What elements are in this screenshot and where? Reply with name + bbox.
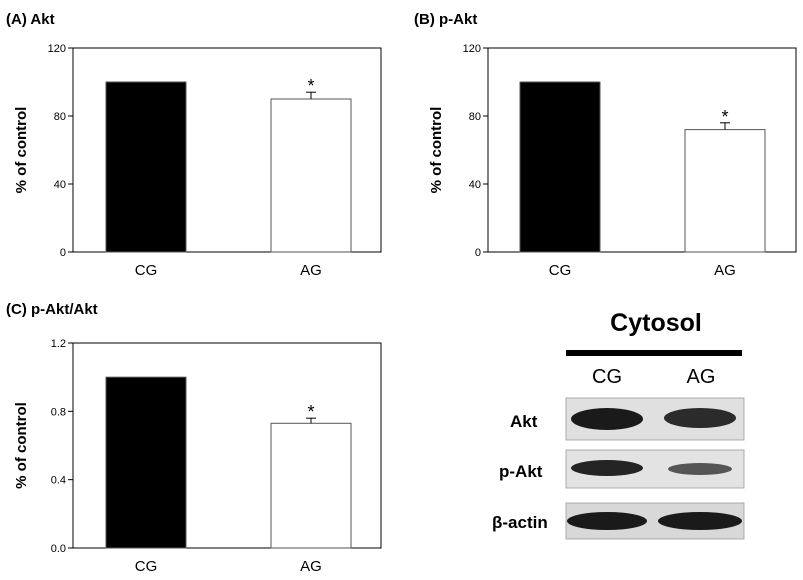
plot-frame <box>72 47 382 253</box>
bar-ag <box>270 422 352 549</box>
bar-cg <box>519 81 601 253</box>
significance-marker: * <box>307 76 314 96</box>
chart-panel-akt: (A) Akt 0 40 80 120 % of control CG * AG <box>6 11 382 279</box>
bar-ag <box>270 98 352 253</box>
blot-band <box>664 408 736 428</box>
blot-strip-p-akt <box>565 449 745 489</box>
y-tick-label: 40 <box>54 179 66 191</box>
y-tick-label: 80 <box>469 111 481 123</box>
blot-band <box>668 463 732 475</box>
significance-marker: * <box>721 107 728 127</box>
y-tick-label: 80 <box>54 111 66 123</box>
panel-label: (C) p-Akt/Akt <box>6 301 98 318</box>
plot-frame <box>487 47 797 253</box>
western-blot: Cytosol CG AG Akt p-Akt β-actin <box>492 309 745 540</box>
bar-cg <box>105 376 187 549</box>
y-axis-label: % of control <box>428 107 445 194</box>
y-tick-label: 0.0 <box>51 543 66 555</box>
x-category-label: CG <box>549 262 572 279</box>
blot-lane-label: CG <box>592 366 622 388</box>
blot-band <box>567 512 647 530</box>
significance-marker: * <box>307 402 314 422</box>
y-tick-label: 1.2 <box>51 338 66 350</box>
blot-row-label: Akt <box>510 412 538 431</box>
blot-row-label: p-Akt <box>499 462 543 481</box>
y-tick-label: 0 <box>475 247 481 259</box>
chart-panel-p-akt-ratio: (C) p-Akt/Akt 0.0 0.4 0.8 1.2 % of control CG… <box>6 301 382 575</box>
y-tick-label: 120 <box>48 43 66 55</box>
bar-ag <box>684 129 766 253</box>
blot-title: Cytosol <box>610 309 702 337</box>
x-category-label: AG <box>714 262 736 279</box>
y-tick-label: 120 <box>463 43 481 55</box>
blot-strip-akt <box>565 397 745 441</box>
blot-band <box>571 408 643 430</box>
blot-band <box>571 460 643 476</box>
blot-title-underline <box>566 350 742 356</box>
blot-lane-label: AG <box>687 366 716 388</box>
x-category-label: AG <box>300 262 322 279</box>
y-tick-label: 0.8 <box>51 406 66 418</box>
y-tick-label: 40 <box>469 179 481 191</box>
panel-label: (A) Akt <box>6 11 55 28</box>
y-axis-label: % of control <box>13 107 30 194</box>
plot-frame <box>72 342 382 549</box>
x-category-label: CG <box>135 262 158 279</box>
panel-label: (B) p-Akt <box>414 11 477 28</box>
y-tick-label: 0.4 <box>51 475 66 487</box>
blot-band <box>658 512 742 530</box>
y-axis-label: % of control <box>13 402 30 489</box>
blot-row-label: β-actin <box>492 513 548 532</box>
bar-cg <box>105 81 187 253</box>
y-tick-label: 0 <box>60 247 66 259</box>
x-category-label: CG <box>135 558 158 575</box>
blot-strip-beta-actin <box>565 502 745 540</box>
x-category-label: AG <box>300 558 322 575</box>
chart-panel-p-akt: (B) p-Akt 0 40 80 120 % of control CG * AG <box>414 11 797 279</box>
